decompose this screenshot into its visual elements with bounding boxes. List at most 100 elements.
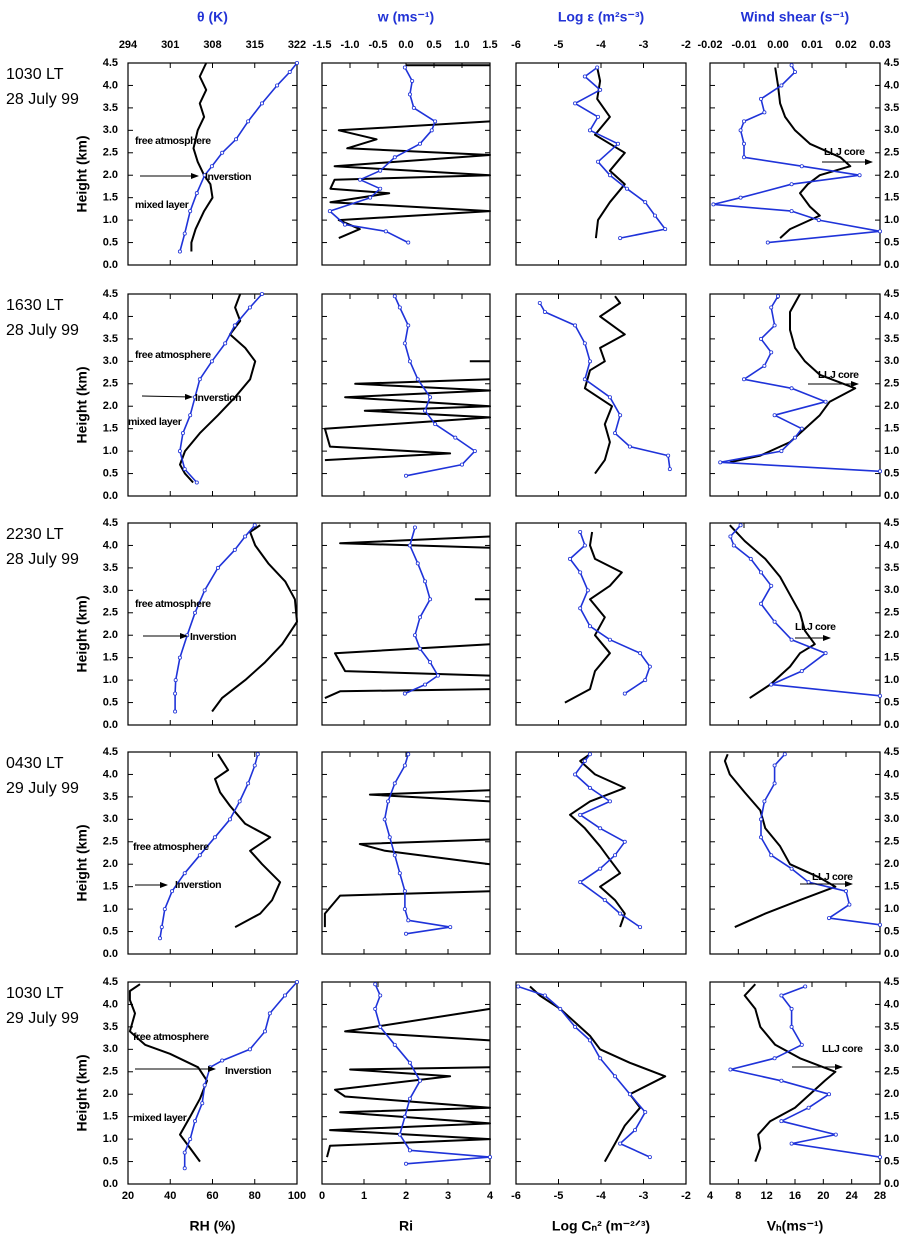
profile-point <box>342 222 347 227</box>
profile-point <box>789 182 794 187</box>
y-tick-label: 1.5 <box>103 652 118 664</box>
top-tick-label: 315 <box>246 39 264 51</box>
y-tick-label: 4.0 <box>103 768 118 780</box>
y-tick-label: 4.5 <box>103 976 118 988</box>
profile-point <box>582 377 587 382</box>
profile-point <box>182 467 187 472</box>
profile-point <box>208 1065 213 1070</box>
profile-line-top-axis <box>404 527 439 695</box>
profile-point <box>587 128 592 133</box>
profile-point <box>188 1137 193 1142</box>
bottom-axis-title: Ri <box>399 1218 413 1234</box>
y-tick-label: 4.5 <box>103 517 118 529</box>
bottom-tick-label: 40 <box>164 1190 176 1202</box>
profile-point <box>157 936 162 941</box>
profile-point <box>417 1078 422 1083</box>
profile-point <box>759 96 764 101</box>
y-axis-title: Height (km) <box>74 136 90 213</box>
profile-point <box>182 231 187 236</box>
top-tick-label: -6 <box>511 39 521 51</box>
profile-point <box>633 1128 638 1133</box>
profile-line-bottom-axis <box>774 67 852 239</box>
y-tick-label: 1.0 <box>103 1133 118 1145</box>
profile-point <box>769 350 774 355</box>
profile-point <box>578 880 583 885</box>
profile-point <box>192 395 197 400</box>
y-tick-label: 2.5 <box>884 836 899 848</box>
profile-point <box>731 543 736 548</box>
y-tick-label: 2.0 <box>884 1088 899 1100</box>
row-time: 1630 LT <box>6 297 64 314</box>
y-tick-label: 1.5 <box>884 652 899 664</box>
profile-point <box>423 579 428 584</box>
profile-point <box>252 763 257 768</box>
y-tick-label: 3.5 <box>103 1021 118 1033</box>
profile-line-top-axis <box>712 64 881 244</box>
profile-point <box>537 300 542 305</box>
profile-point <box>407 92 412 97</box>
profile-point <box>386 799 391 804</box>
profile-point <box>433 119 438 124</box>
profile-point <box>403 931 408 936</box>
y-tick-label: 4.0 <box>884 539 899 551</box>
profile-point <box>738 523 743 528</box>
profile-point <box>410 78 415 83</box>
profile-point <box>378 186 383 191</box>
bottom-tick-label: 20 <box>122 1190 134 1202</box>
y-tick-label: 1.5 <box>103 423 118 435</box>
y-tick-label: 1.0 <box>884 445 899 457</box>
profile-point <box>803 984 808 989</box>
profile-point <box>417 141 422 146</box>
top-tick-label: -0.5 <box>369 39 388 51</box>
profile-point <box>232 547 237 552</box>
profile-line-top-axis <box>539 302 671 470</box>
top-tick-label: 0.01 <box>801 39 822 51</box>
y-tick-label: 1.5 <box>103 192 118 204</box>
profile-line-top-axis <box>574 753 641 928</box>
profile-line-top-axis <box>383 753 451 935</box>
profile-point <box>582 543 587 548</box>
profile-point <box>585 588 590 593</box>
profile-point <box>435 673 440 678</box>
bottom-tick-label: 16 <box>789 1190 801 1202</box>
profile-point <box>624 186 629 191</box>
annotation-arrow <box>141 393 193 400</box>
bottom-tick-label: 20 <box>817 1190 829 1202</box>
y-tick-label: 0.0 <box>103 259 118 271</box>
profile-point <box>598 1056 603 1061</box>
y-tick-label: 1.0 <box>884 214 899 226</box>
jet-label: LLJ core <box>795 621 836 633</box>
profile-point <box>616 141 621 146</box>
profile-point <box>779 993 784 998</box>
annotation: mixed layer <box>135 199 189 211</box>
profile-point <box>247 305 252 310</box>
profile-point <box>759 601 764 606</box>
bottom-tick-label: -3 <box>639 1190 649 1202</box>
profile-point <box>827 916 832 921</box>
profile-point <box>228 817 233 822</box>
profile-point <box>772 781 777 786</box>
profile-point <box>598 866 603 871</box>
profile-point <box>392 853 397 858</box>
y-tick-label: 3.5 <box>884 1021 899 1033</box>
profile-point <box>170 889 175 894</box>
profile-point <box>209 164 214 169</box>
profile-point <box>177 449 182 454</box>
bottom-axis-title: Log Cₙ² (m⁻²ᐟ³) <box>552 1218 650 1234</box>
profile-point <box>448 925 453 930</box>
profile-point <box>407 1096 412 1101</box>
row-time: 1030 LT <box>6 985 64 1002</box>
profile-point <box>275 83 280 88</box>
profile-point <box>878 1155 883 1160</box>
profile-point <box>182 871 187 876</box>
profile-point <box>237 799 242 804</box>
profile-point <box>402 907 407 912</box>
y-tick-label: 0.0 <box>884 1178 899 1190</box>
profile-point <box>417 615 422 620</box>
profile-point <box>847 902 852 907</box>
profile-point <box>327 209 332 214</box>
profile-point <box>789 209 794 214</box>
profile-point <box>578 812 583 817</box>
top-axis-title: Log ε (m²s⁻³) <box>558 9 644 25</box>
profile-point <box>607 173 612 178</box>
